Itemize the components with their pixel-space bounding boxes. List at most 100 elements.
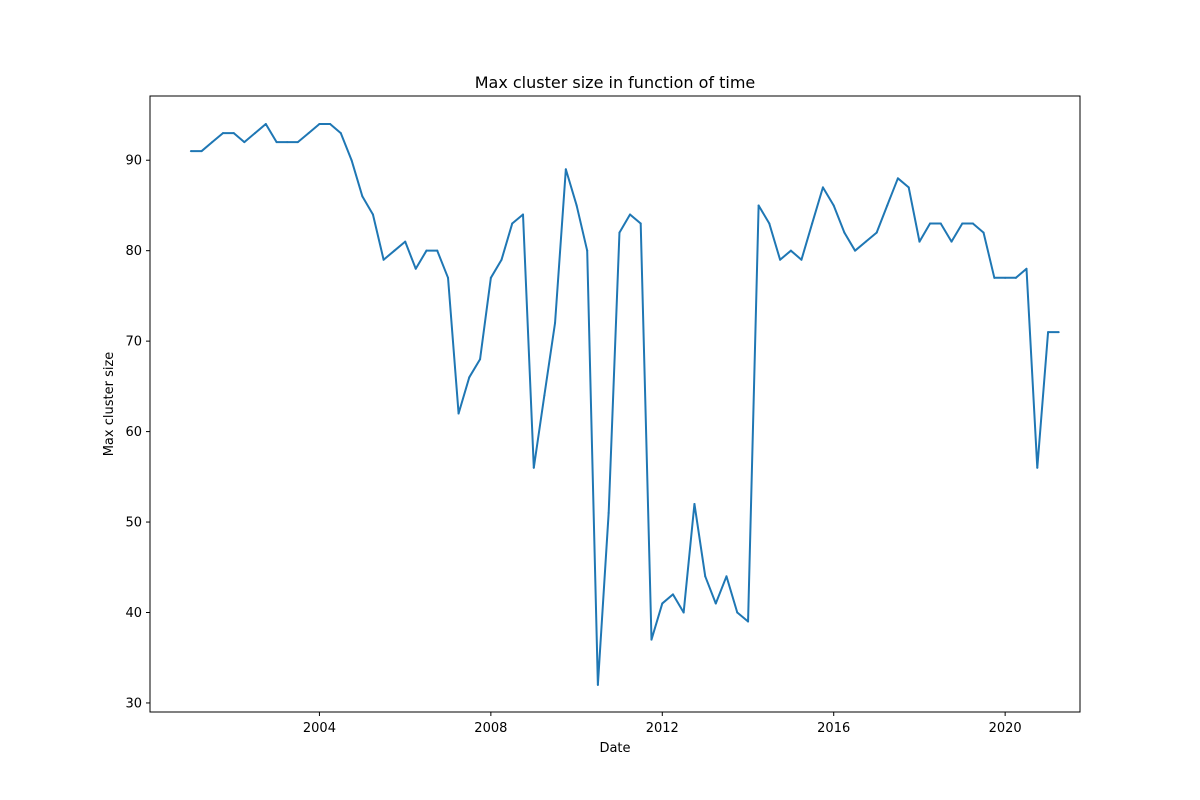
data-point (350, 159, 353, 162)
data-point (693, 502, 696, 505)
data-point (575, 204, 578, 207)
data-point (950, 240, 953, 243)
data-point (607, 511, 610, 514)
data-point (522, 213, 525, 216)
data-point (468, 376, 471, 379)
data-point (629, 213, 632, 216)
data-point (650, 638, 653, 641)
x-tick-label: 2008 (474, 721, 507, 736)
data-point (618, 231, 621, 234)
data-point (500, 258, 503, 261)
data-point (768, 222, 771, 225)
data-point (1036, 466, 1039, 469)
data-point (286, 141, 289, 144)
y-tick-label: 60 (125, 425, 142, 440)
data-point (747, 620, 750, 623)
data-point (864, 240, 867, 243)
data-point (211, 141, 214, 144)
data-point (532, 466, 535, 469)
data-point (254, 132, 257, 135)
data-point (939, 222, 942, 225)
data-point (564, 168, 567, 171)
data-point (832, 204, 835, 207)
data-point (757, 204, 760, 207)
data-points (189, 123, 1060, 686)
data-point (596, 683, 599, 686)
data-point (961, 222, 964, 225)
data-point (404, 240, 407, 243)
data-point (682, 611, 685, 614)
data-point (779, 258, 782, 261)
x-axis-label: Date (599, 741, 630, 756)
data-point (425, 249, 428, 252)
data-point (264, 123, 267, 126)
data-point (307, 132, 310, 135)
data-point (329, 123, 332, 126)
data-point (639, 222, 642, 225)
data-point (854, 249, 857, 252)
data-point (189, 150, 192, 153)
data-point (543, 394, 546, 397)
data-point (436, 249, 439, 252)
x-axis: 2004 2008 2012 2016 2020 (303, 712, 1022, 736)
x-tick-label: 2004 (303, 721, 336, 736)
x-tick-label: 2012 (646, 721, 679, 736)
data-point (511, 222, 514, 225)
data-point (371, 213, 374, 216)
y-tick-label: 50 (125, 516, 142, 531)
data-point (736, 611, 739, 614)
data-point (296, 141, 299, 144)
data-point (714, 602, 717, 605)
data-point (414, 267, 417, 270)
data-point (221, 132, 224, 135)
data-point (554, 322, 557, 325)
data-point (725, 575, 728, 578)
data-point (789, 249, 792, 252)
chart-title: Max cluster size in function of time (475, 73, 756, 92)
data-point (318, 123, 321, 126)
axes-frame (149, 95, 1081, 713)
series-line (190, 123, 1059, 686)
data-point (479, 358, 482, 361)
data-point (457, 412, 460, 415)
data-point (339, 132, 342, 135)
data-point (1057, 331, 1060, 334)
y-tick-label: 70 (125, 335, 142, 350)
x-tick-label: 2016 (817, 721, 850, 736)
data-point (896, 177, 899, 180)
data-point (447, 276, 450, 279)
data-point (982, 231, 985, 234)
y-tick-label: 30 (125, 696, 142, 711)
data-point (821, 186, 824, 189)
data-point (1025, 267, 1028, 270)
plot-area (189, 123, 1060, 686)
y-axis-label: Max cluster size (102, 352, 117, 457)
data-point (886, 204, 889, 207)
data-point (993, 276, 996, 279)
data-point (586, 249, 589, 252)
data-point (1014, 276, 1017, 279)
data-point (1047, 331, 1050, 334)
data-point (200, 150, 203, 153)
data-point (243, 141, 246, 144)
data-point (1004, 276, 1007, 279)
data-point (800, 258, 803, 261)
x-tick-label: 2020 (989, 721, 1022, 736)
y-tick-label: 40 (125, 606, 142, 621)
data-point (971, 222, 974, 225)
data-point (489, 276, 492, 279)
data-point (704, 575, 707, 578)
data-point (929, 222, 932, 225)
data-point (361, 195, 364, 198)
data-point (393, 249, 396, 252)
y-tick-label: 80 (125, 244, 142, 259)
data-point (661, 602, 664, 605)
data-point (382, 258, 385, 261)
data-point (907, 186, 910, 189)
data-point (275, 141, 278, 144)
data-point (918, 240, 921, 243)
data-point (875, 231, 878, 234)
y-axis: 30 40 50 60 70 80 90 (125, 154, 150, 711)
